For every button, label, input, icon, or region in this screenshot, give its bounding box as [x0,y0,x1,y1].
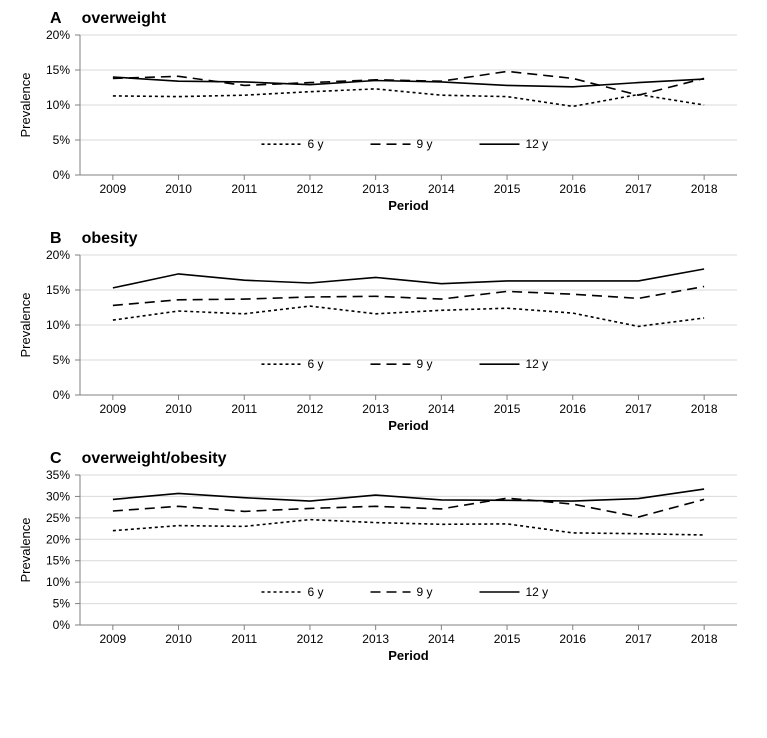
y-tick-label: 0% [53,168,71,182]
legend-label: 9 y [417,585,433,599]
x-tick-label: 2014 [428,402,455,416]
y-tick-label: 5% [53,597,71,611]
x-tick-label: 2017 [625,402,652,416]
y-tick-label: 35% [46,470,70,482]
y-tick-label: 10% [46,98,70,112]
series-line-12y [113,269,704,288]
y-tick-label: 5% [53,133,71,147]
panel-header: Bobesity [50,230,757,248]
x-tick-label: 2018 [691,632,718,646]
x-tick-label: 2014 [428,632,455,646]
y-tick-label: 15% [46,63,70,77]
y-tick-label: 5% [53,353,71,367]
x-axis-label: Period [388,198,429,213]
legend-label: 12 y [526,357,549,371]
panel-B: Bobesity 0% 5% 10% 15% 20% 2009 2010 2011 2012 201… [10,230,757,440]
series-line-12y [113,77,704,87]
x-axis-label: Period [388,418,429,433]
x-tick-label: 2013 [362,182,389,196]
series-line-9y [113,287,704,306]
x-tick-label: 2011 [231,402,257,416]
x-tick-label: 2018 [691,182,718,196]
y-tick-label: 20% [46,30,70,42]
chart-svg: 0% 5% 10% 15% 20% 2009 2010 2011 2012 2013 2014 201… [10,250,757,440]
chart-svg: 0% 5% 10% 15% 20% 25% 30% 35% 2009 2010 2011 2012 20… [10,470,757,670]
panel-title: overweight/obesity [82,450,227,468]
y-tick-label: 15% [46,554,70,568]
panel-C: Coverweight/obesity 0% 5% 10% 15% 20% 25% 30% 35… [10,450,757,670]
x-tick-label: 2009 [99,182,126,196]
x-tick-label: 2016 [559,402,586,416]
y-tick-label: 0% [53,618,71,632]
x-tick-label: 2017 [625,182,652,196]
x-tick-label: 2012 [297,182,324,196]
y-tick-label: 0% [53,388,71,402]
series-line-6y [113,89,704,107]
x-tick-label: 2016 [559,182,586,196]
legend: 6 y 9 y 12 y [262,585,549,599]
panel-title: obesity [82,230,138,248]
panel-header: Aoverweight [50,10,757,28]
x-axis-label: Period [388,648,429,663]
y-tick-label: 20% [46,250,70,262]
x-tick-label: 2011 [231,632,257,646]
legend-label: 9 y [417,357,433,371]
panel-A: Aoverweight 0% 5% 10% 15% 20% 2009 2010 2011 2012… [10,10,757,220]
x-tick-label: 2016 [559,632,586,646]
panel-header: Coverweight/obesity [50,450,757,468]
x-tick-label: 2010 [165,402,192,416]
panel-title: overweight [82,10,166,28]
x-tick-label: 2009 [99,632,126,646]
legend: 6 y 9 y 12 y [262,137,549,151]
y-axis-label: Prevalence [18,292,33,357]
y-tick-label: 30% [46,489,70,503]
y-tick-label: 15% [46,283,70,297]
legend-label: 6 y [308,357,324,371]
x-tick-label: 2017 [625,632,652,646]
y-tick-label: 20% [46,532,70,546]
y-tick-label: 10% [46,318,70,332]
legend-label: 12 y [526,137,549,151]
x-tick-label: 2014 [428,182,455,196]
x-tick-label: 2013 [362,402,389,416]
panel-letter: B [50,230,62,248]
panel-letter: A [50,10,62,28]
x-tick-label: 2018 [691,402,718,416]
legend-label: 6 y [308,137,324,151]
series-line-6y [113,520,704,535]
chart-svg: 0% 5% 10% 15% 20% 2009 2010 2011 2012 2013 2014 201… [10,30,757,220]
x-tick-label: 2015 [494,632,521,646]
x-tick-label: 2010 [165,182,192,196]
legend-label: 12 y [526,585,549,599]
legend-label: 9 y [417,137,433,151]
x-tick-label: 2013 [362,632,389,646]
x-tick-label: 2015 [494,182,521,196]
y-axis-label: Prevalence [18,517,33,582]
figure: Aoverweight 0% 5% 10% 15% 20% 2009 2010 2011 2012… [10,10,757,670]
series-line-9y [113,498,704,517]
series-line-6y [113,306,704,326]
legend-label: 6 y [308,585,324,599]
x-tick-label: 2011 [231,182,257,196]
legend: 6 y 9 y 12 y [262,357,549,371]
x-tick-label: 2012 [297,402,324,416]
x-tick-label: 2012 [297,632,324,646]
series-line-12y [113,489,704,501]
y-axis-label: Prevalence [18,72,33,137]
y-tick-label: 25% [46,511,70,525]
y-tick-label: 10% [46,575,70,589]
x-tick-label: 2010 [165,632,192,646]
panel-letter: C [50,450,62,468]
x-tick-label: 2009 [99,402,126,416]
x-tick-label: 2015 [494,402,521,416]
